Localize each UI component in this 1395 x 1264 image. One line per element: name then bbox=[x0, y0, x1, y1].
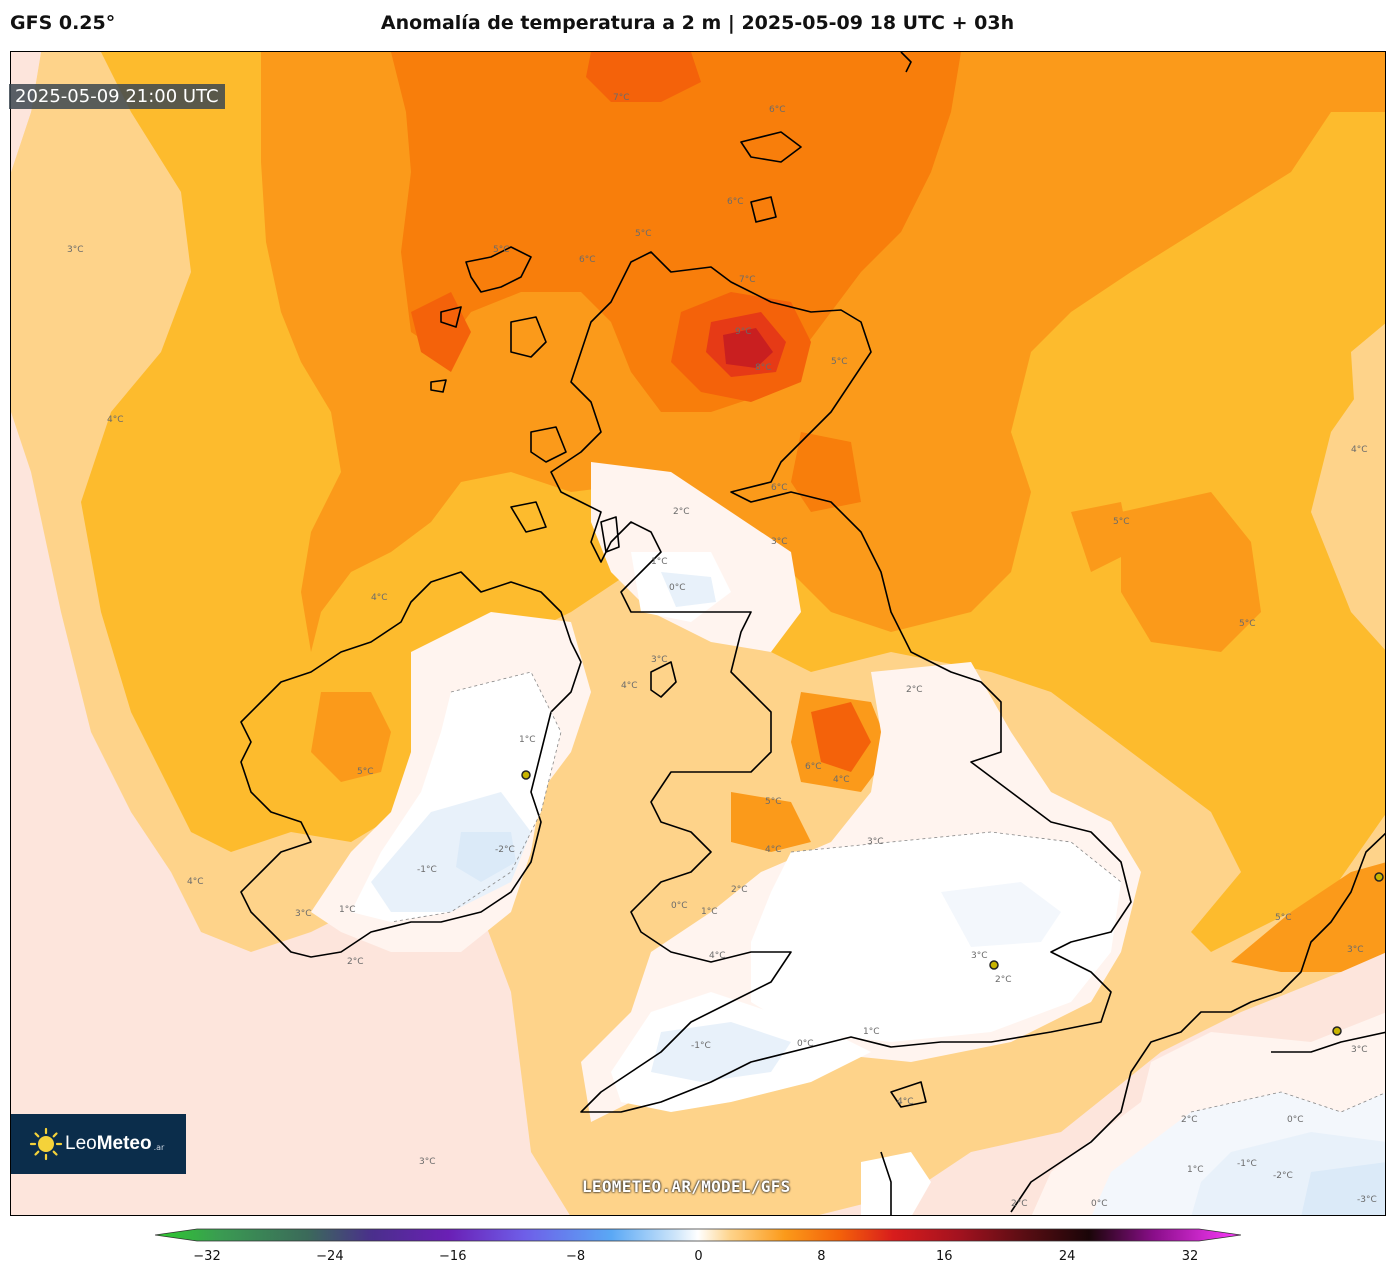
contour-label: 5°C bbox=[493, 245, 510, 255]
colorbar-tick-label: −32 bbox=[193, 1249, 221, 1264]
contour-label: 4°C bbox=[1351, 445, 1368, 455]
contour-label: 4°C bbox=[709, 951, 726, 961]
contour-label: 4°C bbox=[833, 775, 850, 785]
colorbar-tick-label: 8 bbox=[817, 1249, 826, 1264]
colorbar bbox=[155, 1228, 1241, 1242]
contour-label: 5°C bbox=[831, 357, 848, 367]
contour-label: 1°C bbox=[701, 907, 718, 917]
contour-label: 2°C bbox=[347, 957, 364, 967]
colorbar-tick-label: −16 bbox=[439, 1249, 467, 1264]
contour-label: 3°C bbox=[867, 837, 884, 847]
contour-label: 9°C bbox=[735, 327, 752, 337]
contour-label: 1°C bbox=[863, 1027, 880, 1037]
colorbar-tick-label: 24 bbox=[1058, 1249, 1076, 1264]
contour-label: 0°C bbox=[797, 1039, 814, 1049]
sun-icon bbox=[29, 1127, 63, 1161]
colorbar-tick-label: 0 bbox=[694, 1249, 703, 1264]
contour-label: 1°C bbox=[651, 557, 668, 567]
contour-label: 2°C bbox=[906, 685, 923, 695]
leometeo-logo[interactable]: LeoMeteo .ar bbox=[11, 1114, 186, 1174]
logo-tld: .ar bbox=[153, 1142, 165, 1152]
contour-label: -3°C bbox=[1357, 1195, 1377, 1205]
contour-label: -1°C bbox=[1237, 1159, 1257, 1169]
contour-label: 7°C bbox=[739, 275, 756, 285]
logo-wordmark: LeoMeteo bbox=[65, 1133, 152, 1154]
contour-label: 1°C bbox=[339, 905, 356, 915]
contour-label: 8°C bbox=[755, 363, 772, 373]
contour-label: 5°C bbox=[765, 797, 782, 807]
contour-label: 7°C bbox=[613, 93, 630, 103]
model-url-watermark: LEOMETEO.AR/MODEL/GFS bbox=[582, 1177, 791, 1196]
contour-label: 3°C bbox=[771, 537, 788, 547]
contour-label: 3°C bbox=[971, 951, 988, 961]
contour-label: 6°C bbox=[771, 483, 788, 493]
contour-label: 5°C bbox=[1239, 619, 1256, 629]
map-canvas: 7°C 6°C 5°C 6°C 4°C 3°C 5°C 6°C 7°C 9°C … bbox=[11, 52, 1385, 1215]
colorbar-tick-label: 16 bbox=[935, 1249, 953, 1264]
colorbar-tick-label: −8 bbox=[566, 1249, 586, 1264]
contour-label: -2°C bbox=[495, 845, 515, 855]
contour-label: 3°C bbox=[419, 1157, 436, 1167]
contour-label: 4°C bbox=[187, 877, 204, 887]
contour-label: -1°C bbox=[417, 865, 437, 875]
contour-label: 3°C bbox=[1351, 1045, 1368, 1055]
contour-label: 5°C bbox=[357, 767, 374, 777]
contour-label: -2°C bbox=[1273, 1171, 1293, 1181]
contour-label: 2°C bbox=[1181, 1115, 1198, 1125]
contour-label: 0°C bbox=[1091, 1199, 1108, 1209]
contour-label: 0°C bbox=[1287, 1115, 1304, 1125]
contour-label: 1°C bbox=[1187, 1165, 1204, 1175]
contour-label: 6°C bbox=[769, 105, 786, 115]
contour-label: 6°C bbox=[579, 255, 596, 265]
contour-label: 4°C bbox=[765, 845, 782, 855]
contour-label: 3°C bbox=[651, 655, 668, 665]
contour-label: 5°C bbox=[1113, 517, 1130, 527]
contour-label: 0°C bbox=[671, 901, 688, 911]
contour-label: 2°C bbox=[731, 885, 748, 895]
colorbar-tick-label: 32 bbox=[1181, 1249, 1199, 1264]
contour-label: 3°C bbox=[67, 245, 84, 255]
contour-label: 2°C bbox=[1011, 1199, 1028, 1209]
contour-label: 4°C bbox=[107, 415, 124, 425]
contour-label: 4°C bbox=[621, 681, 638, 691]
contour-label: 4°C bbox=[371, 593, 388, 603]
contour-label: 1°C bbox=[519, 735, 536, 745]
contour-label: 4°C bbox=[897, 1097, 914, 1107]
contour-label: 5°C bbox=[635, 229, 652, 239]
contour-label: 3°C bbox=[1347, 945, 1364, 955]
model-label: GFS 0.25° bbox=[10, 12, 116, 34]
contour-label: 2°C bbox=[673, 507, 690, 517]
contour-label: -1°C bbox=[691, 1041, 711, 1051]
valid-time-badge: 2025-05-09 21:00 UTC bbox=[9, 84, 225, 109]
contour-label: 2°C bbox=[995, 975, 1012, 985]
colorbar-tick-label: −24 bbox=[316, 1249, 344, 1264]
contour-label: 3°C bbox=[295, 909, 312, 919]
contour-label: 5°C bbox=[1275, 913, 1292, 923]
contour-label: 0°C bbox=[669, 583, 686, 593]
anomaly-map[interactable]: 7°C 6°C 5°C 6°C 4°C 3°C 5°C 6°C 7°C 9°C … bbox=[10, 51, 1386, 1216]
contour-label: 6°C bbox=[727, 197, 744, 207]
map-title: Anomalía de temperatura a 2 m | 2025-05-… bbox=[380, 12, 1015, 34]
contour-label: 6°C bbox=[805, 762, 822, 772]
